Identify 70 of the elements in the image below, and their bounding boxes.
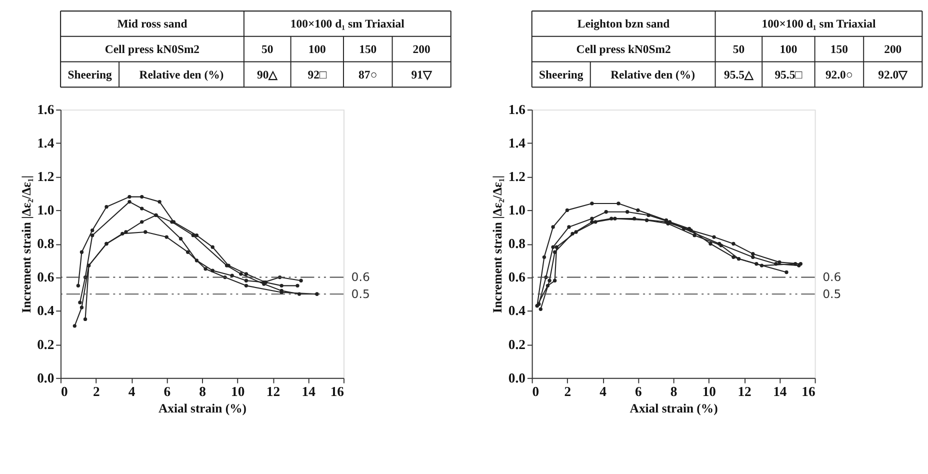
text: 150 [359, 42, 377, 56]
y-axis-title: Increment strain |Δε₂/Δε₁| [19, 175, 34, 313]
x-tick-label: 8 [670, 384, 678, 399]
x-axis-title: Axial strain (%) [630, 402, 718, 416]
text: 100×100 d₁ sm Triaxial [762, 18, 876, 31]
ref-line-label: 0.5 [822, 286, 842, 301]
text: Sheering [68, 68, 112, 82]
text: 200 [884, 42, 902, 56]
text: 50 [732, 42, 745, 56]
x-tick-label: 14 [302, 384, 316, 399]
text: 92.0▽ [878, 68, 909, 82]
text: 91▽ [411, 68, 433, 82]
y-tick-label: 0.0 [508, 370, 526, 386]
text: Cell press kN0Sm2 [576, 42, 671, 56]
x-tick-label: 14 [773, 384, 787, 399]
text: 95.5□ [774, 68, 804, 82]
x-tick-label: 6 [164, 384, 171, 399]
y-tick-label: 1.4 [508, 136, 526, 150]
text: 90△ [257, 68, 279, 82]
text: Leighton bzn sand [577, 18, 670, 31]
text: Cell press kN0Sm2 [104, 42, 200, 56]
ref-line-label: 0.6 [822, 270, 842, 284]
x-tick-label: 16 [802, 384, 816, 399]
text: Sheering [539, 68, 584, 82]
y-tick-label: 1.0 [37, 202, 54, 218]
y-tick-label: 0.4 [37, 303, 54, 318]
y-tick-label: 0.0 [37, 370, 54, 386]
text: Mid ross sand [117, 18, 188, 31]
text: 95.5△ [724, 68, 754, 82]
text: 100 [780, 42, 798, 56]
text: 200 [412, 42, 430, 56]
x-tick-label: 0 [532, 384, 540, 399]
y-tick-label: 0.8 [508, 236, 526, 252]
y-tick-label: 0.2 [508, 336, 526, 352]
text: 50 [262, 42, 274, 56]
text: 100×100 d₁ sm Triaxial [290, 18, 406, 31]
y-tick-label: 0.8 [37, 236, 54, 252]
x-tick-label: 2 [564, 384, 572, 399]
x-tick-label: 2 [92, 384, 100, 399]
y-tick-label: 0.6 [37, 270, 54, 285]
y-tick-label: 1.2 [37, 169, 54, 184]
text: Relative den (%) [139, 68, 224, 82]
x-tick-label: 10 [231, 384, 245, 399]
text: 92□ [308, 68, 328, 82]
x-tick-label: 12 [738, 384, 752, 399]
y-tick-label: 0.2 [37, 336, 54, 352]
y-tick-label: 1.4 [37, 136, 54, 150]
y-tick-label: 0.4 [508, 303, 526, 318]
ref-line-label: 0.6 [351, 270, 370, 284]
y-tick-label: 0.6 [508, 270, 526, 285]
x-tick-label: 10 [702, 384, 716, 399]
y-tick-label: 1.6 [37, 102, 54, 117]
x-tick-label: 4 [600, 384, 607, 399]
text: 87○ [358, 68, 378, 82]
text: 92.0○ [825, 68, 853, 82]
y-tick-label: 1.2 [508, 169, 526, 184]
y-tick-label: 1.6 [508, 102, 526, 117]
x-tick-label: 8 [199, 384, 206, 399]
x-axis-title: Axial strain (%) [158, 402, 246, 416]
x-tick-label: 12 [266, 384, 280, 399]
x-tick-label: 6 [635, 384, 642, 399]
y-axis-title: Increment strain |Δε₂/Δε₁| [490, 175, 505, 313]
text: Relative den (%) [610, 68, 696, 82]
x-tick-label: 16 [330, 384, 344, 399]
text: 150 [830, 42, 848, 56]
text: 100 [308, 42, 326, 56]
x-tick-label: 0 [60, 384, 68, 399]
x-tick-label: 4 [128, 384, 136, 399]
y-tick-label: 1.0 [508, 202, 526, 218]
ref-line-label: 0.5 [351, 286, 370, 301]
